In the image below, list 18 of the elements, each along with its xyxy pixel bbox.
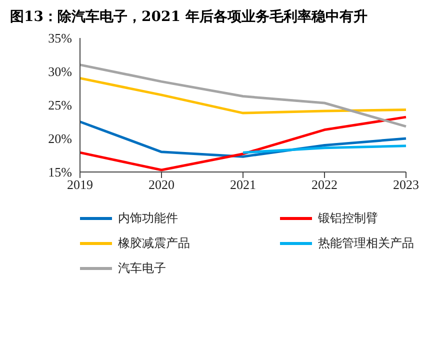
legend-label: 内饰功能件: [118, 210, 178, 227]
x-tick-label: 2021: [230, 177, 256, 192]
y-tick-label: 20%: [48, 131, 72, 146]
legend-label: 热能管理相关产品: [318, 235, 414, 252]
x-tick-label: 2023: [393, 177, 419, 192]
y-tick-label: 30%: [48, 64, 72, 80]
line-series: [78, 64, 408, 128]
chart-title: 图13：除汽车电子，2021 年后各项业务毛利率稳中有升: [10, 8, 368, 26]
legend-label: 汽车电子: [118, 260, 166, 277]
x-tick-label: 2020: [148, 177, 174, 192]
x-tick-label: 2019: [67, 177, 93, 192]
y-tick-label: 35%: [48, 30, 72, 46]
legend-label: 锻铝控制臂: [318, 210, 378, 227]
y-tick-label: 15%: [48, 164, 72, 180]
line-series: [78, 76, 408, 114]
x-tick-label: 2022: [312, 177, 338, 192]
legend-label: 橡胶减震产品: [118, 235, 190, 252]
y-tick-label: 25%: [48, 98, 72, 113]
